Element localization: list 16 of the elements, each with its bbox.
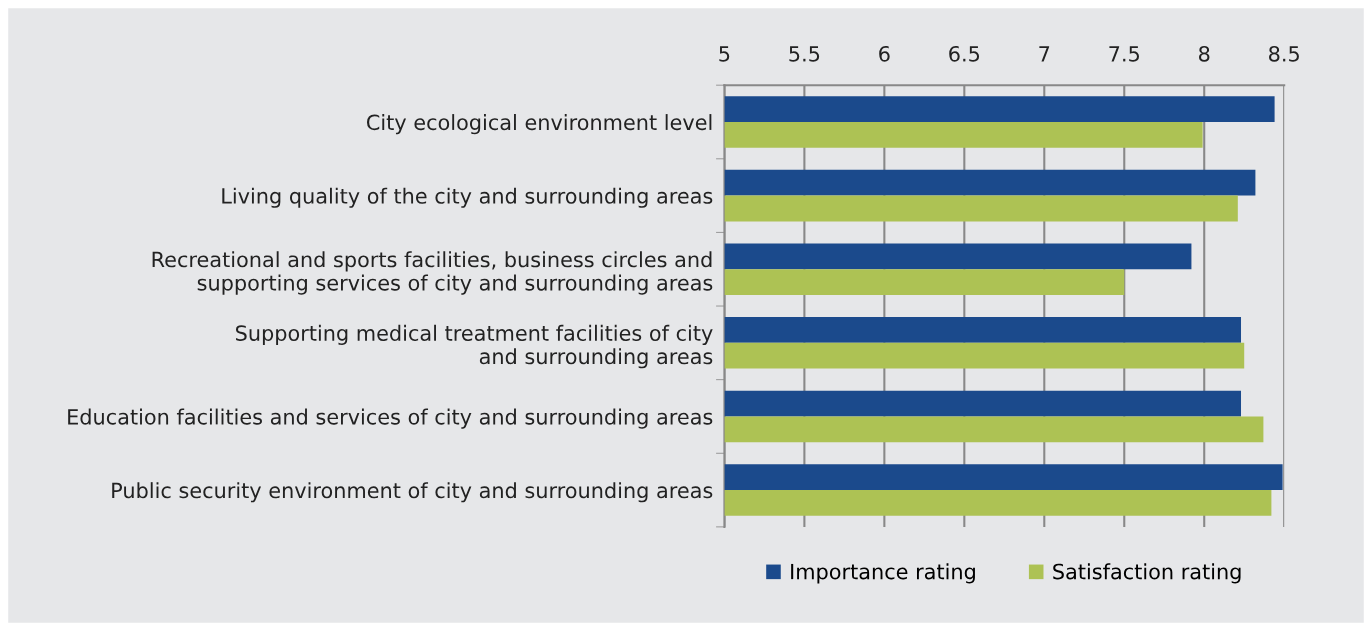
y-tick-label: Living quality of the city and surrounding areas [222, 187, 713, 208]
y-tick-label: Supporting medical treatment facilities of city and surrounding areas [235, 324, 713, 369]
legend-label: Importance rating [791, 563, 975, 584]
x-tick-label: 8.5 [1269, 45, 1299, 62]
x-tick-label: 6.5 [949, 45, 980, 62]
y-tick-label: Public security environment of city and surrounding areas [112, 482, 713, 503]
x-tick-label: 5.5 [789, 46, 820, 62]
x-tick-label: 7.5 [1109, 46, 1139, 62]
legend-label: Satisfaction rating [1053, 563, 1241, 584]
y-tick-label: City ecological environment level [366, 114, 712, 135]
x-tick-label: 8 [1199, 45, 1210, 62]
y-tick-label: Education facilities and services of city and surrounding areas [68, 408, 713, 429]
y-tick-label: Recreational and sports facilities, business circles and supporting services of city and surrounding areas [152, 251, 713, 295]
x-tick-label: 7 [1039, 46, 1050, 62]
x-tick-label: 5 [719, 46, 730, 62]
x-tick-label: 6 [879, 45, 890, 62]
